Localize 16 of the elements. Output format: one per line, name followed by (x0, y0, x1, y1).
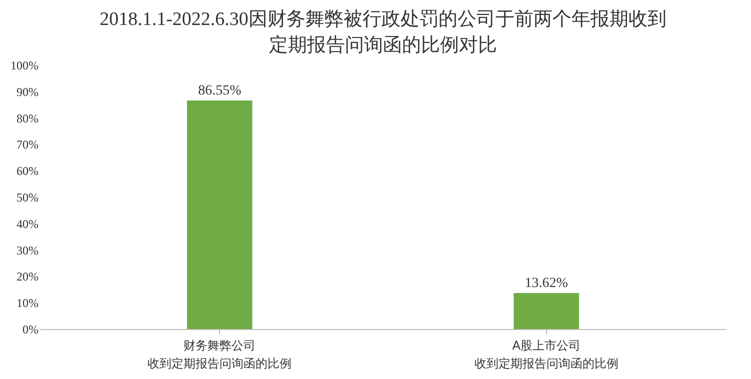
chart-title: 2018.1.1-2022.6.30因财务舞弊被行政处罚的公司于前两个年报期收到定期报告问询函的比例对比 (100, 9, 666, 56)
y-tick-label: 100% (10, 58, 38, 72)
y-tick-label: 10% (16, 296, 38, 310)
y-tick-label: 60% (16, 164, 38, 178)
y-tick-label: 80% (16, 111, 38, 126)
y-tick-label: 0% (22, 322, 38, 336)
y-tick-label: 30% (16, 243, 38, 258)
x-tick-label: 财务舞弊公司收到定期报告问询函的比例 (148, 338, 292, 370)
y-tick-label: 40% (16, 216, 38, 231)
y-tick-label: 50% (16, 190, 38, 204)
y-tick-label: 20% (16, 270, 38, 284)
y-tick-label: 70% (16, 138, 38, 152)
data-label: 86.55% (198, 84, 242, 99)
x-tick-label: A股上市公司收到定期报告问询函的比例 (474, 338, 618, 370)
data-label: 13.62% (524, 276, 568, 292)
y-tick-label: 90% (16, 84, 38, 99)
